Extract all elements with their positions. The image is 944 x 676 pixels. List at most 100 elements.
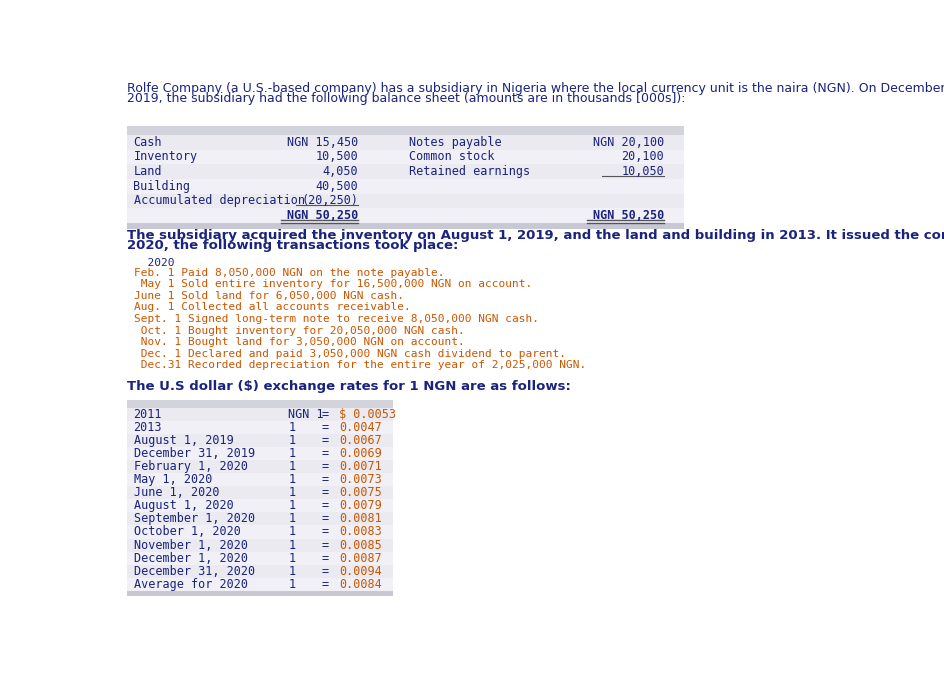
Text: =: = — [321, 500, 329, 512]
Bar — [127, 539, 393, 552]
Text: =: = — [321, 512, 329, 525]
Text: The U.S dollar ($) exchange rates for 1 NGN are as follows:: The U.S dollar ($) exchange rates for 1 … — [127, 379, 571, 393]
Text: 1: 1 — [289, 500, 295, 512]
Text: 2020: 2020 — [133, 258, 174, 268]
Text: 0.0067: 0.0067 — [339, 434, 381, 447]
Text: 0.0079: 0.0079 — [339, 500, 381, 512]
Text: =: = — [321, 473, 329, 486]
Text: 1: 1 — [289, 460, 295, 473]
Text: 10,500: 10,500 — [315, 151, 359, 164]
Text: 1: 1 — [289, 578, 295, 591]
Text: 1: 1 — [289, 512, 295, 525]
Text: 2011: 2011 — [133, 408, 162, 420]
Text: (20,250): (20,250) — [301, 195, 359, 208]
Text: Notes payable: Notes payable — [409, 136, 501, 149]
Text: =: = — [321, 460, 329, 473]
Text: November 1, 2020: November 1, 2020 — [133, 539, 247, 552]
Text: December 31, 2019: December 31, 2019 — [133, 447, 255, 460]
Text: 1: 1 — [289, 420, 295, 434]
Bar — [127, 486, 393, 500]
Text: February 1, 2020: February 1, 2020 — [133, 460, 247, 473]
Text: 1: 1 — [289, 539, 295, 552]
Bar — [127, 223, 683, 229]
Bar — [127, 591, 393, 596]
Bar — [127, 500, 393, 512]
Text: September 1, 2020: September 1, 2020 — [133, 512, 255, 525]
Text: =: = — [321, 525, 329, 539]
Text: 1: 1 — [289, 564, 295, 578]
Text: 1: 1 — [289, 486, 295, 499]
Text: =: = — [321, 552, 329, 564]
Text: Cash: Cash — [133, 136, 162, 149]
Text: 2013: 2013 — [133, 420, 162, 434]
Text: Retained earnings: Retained earnings — [409, 165, 530, 178]
Text: Inventory: Inventory — [133, 151, 197, 164]
Bar — [127, 473, 393, 486]
Bar — [127, 164, 683, 179]
Text: August 1, 2019: August 1, 2019 — [133, 434, 233, 447]
Text: Dec.31 Recorded depreciation for the entire year of 2,025,000 NGN.: Dec.31 Recorded depreciation for the ent… — [133, 360, 585, 370]
Text: 0.0085: 0.0085 — [339, 539, 381, 552]
Text: Nov. 1 Bought land for 3,050,000 NGN on account.: Nov. 1 Bought land for 3,050,000 NGN on … — [133, 337, 464, 347]
Text: 0.0073: 0.0073 — [339, 473, 381, 486]
Text: =: = — [321, 408, 329, 420]
Bar — [127, 525, 393, 539]
Text: =: = — [321, 434, 329, 447]
Text: 0.0081: 0.0081 — [339, 512, 381, 525]
Text: NGN 15,450: NGN 15,450 — [287, 136, 359, 149]
Text: 0.0047: 0.0047 — [339, 420, 381, 434]
Text: 0.0083: 0.0083 — [339, 525, 381, 539]
Text: Average for 2020: Average for 2020 — [133, 578, 247, 591]
Text: 1: 1 — [289, 473, 295, 486]
Text: 10,050: 10,050 — [622, 165, 665, 178]
Text: 0.0071: 0.0071 — [339, 460, 381, 473]
Bar — [127, 400, 393, 408]
Text: May 1, 2020: May 1, 2020 — [133, 473, 211, 486]
Text: August 1, 2020: August 1, 2020 — [133, 500, 233, 512]
Text: 2020, the following transactions took place:: 2020, the following transactions took pl… — [127, 239, 459, 252]
Bar — [127, 564, 393, 578]
Text: NGN 20,100: NGN 20,100 — [593, 136, 665, 149]
Text: NGN 50,250: NGN 50,250 — [287, 209, 359, 222]
Text: Accumulated depreciation: Accumulated depreciation — [133, 195, 305, 208]
Text: =: = — [321, 578, 329, 591]
Bar — [127, 149, 683, 164]
Text: The subsidiary acquired the inventory on August 1, 2019, and the land and buildi: The subsidiary acquired the inventory on… — [127, 228, 944, 241]
Text: 1: 1 — [289, 434, 295, 447]
Text: Common stock: Common stock — [409, 151, 494, 164]
Bar — [127, 447, 393, 460]
Text: June 1, 2020: June 1, 2020 — [133, 486, 219, 499]
Bar — [127, 552, 393, 564]
Text: Land: Land — [133, 165, 162, 178]
Text: =: = — [321, 447, 329, 460]
Text: Feb. 1 Paid 8,050,000 NGN on the note payable.: Feb. 1 Paid 8,050,000 NGN on the note pa… — [133, 268, 444, 278]
Bar — [127, 126, 683, 135]
Bar — [127, 193, 683, 208]
Bar — [127, 408, 393, 420]
Text: December 1, 2020: December 1, 2020 — [133, 552, 247, 564]
Text: 0.0084: 0.0084 — [339, 578, 381, 591]
Text: 0.0075: 0.0075 — [339, 486, 381, 499]
Text: December 31, 2020: December 31, 2020 — [133, 564, 255, 578]
Text: Dec. 1 Declared and paid 3,050,000 NGN cash dividend to parent.: Dec. 1 Declared and paid 3,050,000 NGN c… — [133, 349, 565, 359]
Bar — [127, 420, 393, 434]
Text: Oct. 1 Bought inventory for 20,050,000 NGN cash.: Oct. 1 Bought inventory for 20,050,000 N… — [133, 326, 464, 335]
Text: 1: 1 — [289, 447, 295, 460]
Text: 2019, the subsidiary had the following balance sheet (amounts are in thousands [: 2019, the subsidiary had the following b… — [127, 93, 685, 105]
Text: 0.0094: 0.0094 — [339, 564, 381, 578]
Text: Sept. 1 Signed long-term note to receive 8,050,000 NGN cash.: Sept. 1 Signed long-term note to receive… — [133, 314, 538, 324]
Text: NGN 1: NGN 1 — [289, 408, 324, 420]
Text: NGN 50,250: NGN 50,250 — [593, 209, 665, 222]
Text: =: = — [321, 486, 329, 499]
Bar — [127, 578, 393, 591]
Text: 1: 1 — [289, 525, 295, 539]
Text: =: = — [321, 564, 329, 578]
Text: 1: 1 — [289, 552, 295, 564]
Bar — [127, 512, 393, 525]
Text: October 1, 2020: October 1, 2020 — [133, 525, 241, 539]
Text: Rolfe Company (a U.S.-based company) has a subsidiary in Nigeria where the local: Rolfe Company (a U.S.-based company) has… — [127, 82, 944, 95]
Bar — [127, 460, 393, 473]
Bar — [127, 135, 683, 149]
Text: 40,500: 40,500 — [315, 180, 359, 193]
Text: May 1 Sold entire inventory for 16,500,000 NGN on account.: May 1 Sold entire inventory for 16,500,0… — [133, 279, 531, 289]
